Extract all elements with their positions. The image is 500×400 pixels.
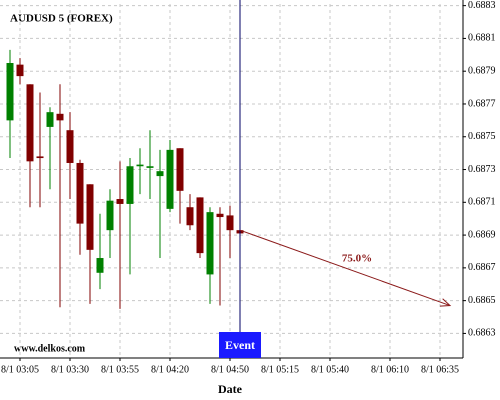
y-tick-label: 0.6871 (468, 197, 496, 208)
candle-body (46, 112, 54, 127)
candle-body (36, 156, 44, 159)
y-tick-label: 0.6865 (468, 295, 496, 306)
candle-body (186, 207, 194, 226)
x-tick-label: 8/1 06:35 (421, 364, 459, 375)
candle-body (106, 200, 114, 231)
x-tick-label: 8/1 04:20 (151, 364, 189, 375)
candle-body (166, 149, 174, 209)
candle-body (26, 84, 34, 162)
x-tick-label: 8/1 05:15 (261, 364, 299, 375)
candle-body (156, 171, 164, 177)
x-tick-label: 8/1 03:30 (51, 364, 89, 375)
event-box (219, 332, 261, 358)
forecast-label: 75.0% (342, 252, 372, 264)
forecast-line (239, 229, 451, 307)
watermark: www.delkos.com (14, 343, 86, 354)
y-tick-label: 0.6873 (468, 164, 496, 175)
candle-body (146, 166, 154, 168)
candle-body (96, 258, 104, 273)
candle-body (76, 162, 84, 224)
y-tick-label: 0.6869 (468, 229, 496, 240)
candle-body (226, 215, 234, 231)
event-label: Event (225, 338, 255, 352)
arrow-head (439, 298, 452, 307)
candle-body (116, 199, 124, 204)
candle-body (126, 166, 134, 204)
x-tick-label: 8/1 06:10 (371, 364, 409, 375)
candle-body (216, 213, 224, 218)
candle-body (196, 197, 204, 254)
candle-body (56, 113, 64, 121)
y-tick-label: 0.6863 (468, 328, 496, 339)
candle-body (66, 130, 74, 163)
y-tick-label: 0.6883 (468, 0, 496, 11)
y-tick-label: 0.6875 (468, 131, 496, 142)
candle-body (6, 63, 14, 121)
x-tick-label: 8/1 03:05 (1, 364, 39, 375)
candle-body (206, 212, 214, 275)
y-tick-label: 0.6879 (468, 65, 496, 76)
chart-title: AUDUSD 5 (FOREX) (10, 13, 113, 25)
y-tick-label: 0.6877 (468, 98, 496, 109)
candle-body (136, 164, 144, 167)
x-tick-label: 8/1 04:50 (211, 364, 249, 375)
candle-body (176, 148, 184, 191)
candle-body (16, 64, 24, 77)
candle-body (86, 184, 94, 250)
x-tick-label: 8/1 03:55 (101, 364, 139, 375)
y-tick-label: 0.6867 (468, 262, 496, 273)
x-axis-label: Date (218, 382, 243, 396)
x-tick-label: 8/1 05:40 (311, 364, 349, 375)
y-tick-label: 0.6881 (468, 33, 496, 44)
